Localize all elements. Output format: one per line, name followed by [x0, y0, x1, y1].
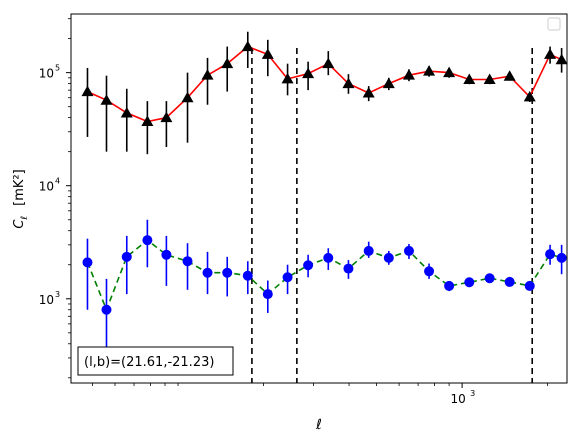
series-2: [82, 219, 567, 367]
series-1-point-2: [100, 94, 113, 105]
series-2-point-5: [161, 249, 172, 260]
series-2-point-2: [101, 304, 112, 315]
series-1-point-24: [544, 48, 557, 59]
series-2-point-11: [282, 272, 293, 283]
series-1-point-6: [181, 91, 194, 103]
y-tick-label-exp-2: 4: [55, 177, 60, 186]
series-2-point-20: [464, 277, 475, 288]
series-2-point-9: [242, 270, 253, 281]
y-tick-label-2: 10: [39, 180, 54, 194]
y-axis-label-main: C: [12, 219, 27, 229]
series-2-point-25: [556, 252, 567, 263]
y-axis-label-subscript: ℓ: [20, 216, 30, 221]
series-1-point-11: [281, 72, 294, 84]
series-1-point-16: [382, 77, 395, 89]
series-1-point-13: [322, 57, 335, 69]
svg-text:Cℓ[mK²]: Cℓ [mK²]: [12, 169, 30, 228]
y-axis-label-unit: [mK²]: [12, 169, 27, 206]
series-1-point-17: [402, 69, 415, 80]
series-2-point-18: [424, 266, 435, 277]
series-2-point-23: [524, 280, 535, 291]
series-2-point-13: [323, 252, 334, 263]
series-2-point-7: [202, 267, 213, 278]
series-1-point-14: [342, 77, 355, 89]
series-layer: [81, 31, 568, 383]
series-1-point-18: [423, 65, 436, 76]
series-2-point-10: [262, 289, 273, 300]
y-tick-label-3: 10: [39, 67, 54, 81]
annotation-text: (l,b)=(21.61,-21.23): [84, 355, 214, 370]
annotation: (l,b)=(21.61,-21.23): [77, 346, 234, 376]
series-2-point-4: [142, 235, 153, 246]
series-2-point-16: [383, 252, 394, 263]
series-2-point-17: [403, 245, 414, 256]
plot-frame: [70, 13, 568, 384]
series-2-point-8: [222, 267, 233, 278]
series-2-point-21: [484, 273, 495, 284]
x-tick-label-1: 10: [450, 392, 465, 406]
series-1-point-22: [503, 70, 516, 81]
series-2-point-14: [343, 263, 354, 274]
series-2-point-15: [363, 245, 374, 256]
series-2-point-6: [182, 256, 193, 267]
series-1-point-12: [302, 67, 315, 79]
series-1: [81, 31, 568, 155]
series-1-point-19: [443, 66, 456, 78]
y-tick-label-exp-1: 3: [55, 290, 60, 299]
series-1-point-9: [241, 40, 254, 52]
series-2-point-19: [444, 280, 455, 291]
series-1-point-21: [483, 73, 496, 84]
series-2-point-1: [82, 257, 93, 268]
series-2-point-3: [121, 251, 132, 262]
series-1-point-1: [81, 85, 94, 97]
plot-area: [71, 14, 567, 383]
legend-box: [547, 17, 561, 31]
series-1-point-23: [523, 90, 536, 102]
annotation-box: [77, 346, 234, 376]
series-1-point-4: [141, 115, 154, 126]
series-1-point-10: [261, 48, 274, 59]
x-tick-label-exp-1: 3: [470, 389, 475, 398]
series-1-point-8: [221, 57, 234, 69]
x-axis-label: ℓ: [315, 417, 322, 433]
series-2-point-24: [545, 249, 556, 260]
series-1-point-3: [120, 106, 133, 118]
y-tick-label-1: 10: [39, 293, 54, 307]
series-1-point-25: [555, 53, 568, 65]
series-2-point-12: [303, 260, 314, 271]
series-1-point-7: [201, 69, 214, 80]
series-1-point-20: [463, 73, 476, 84]
series-2-point-22: [504, 276, 515, 287]
y-tick-label-exp-3: 5: [55, 64, 60, 73]
series-1-point-15: [362, 87, 375, 98]
y-axis-label: Cℓ [mK²]: [12, 169, 30, 228]
series-1-point-5: [160, 111, 173, 123]
